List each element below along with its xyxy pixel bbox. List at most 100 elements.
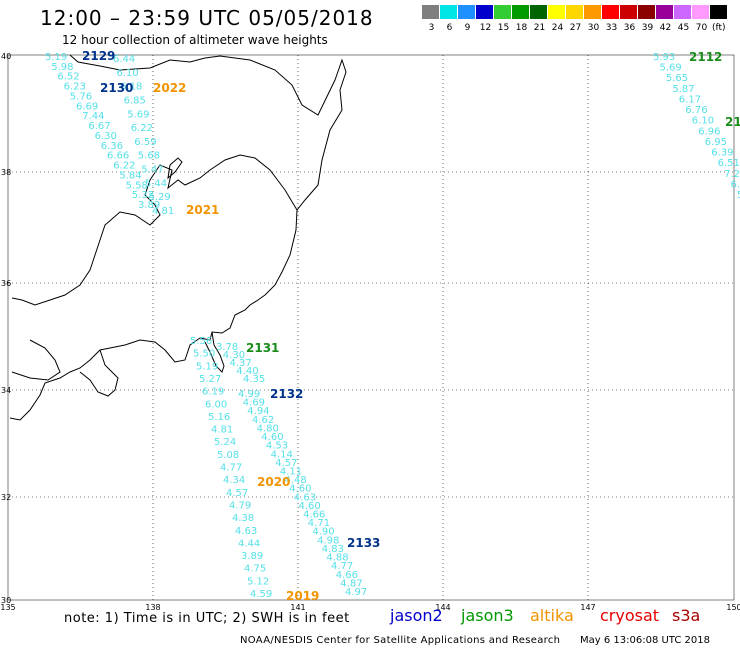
wave-height-value: 6.95 — [705, 137, 727, 148]
wave-height-value: 4.11 — [280, 467, 302, 478]
pass-number-label: 2131 — [246, 341, 279, 355]
legend-item-jason2: jason2 — [390, 606, 443, 625]
colorbar-label: 21 — [533, 23, 546, 33]
colorbar-swatch — [620, 5, 637, 19]
wave-height-value: 4.88 — [326, 553, 348, 564]
wave-height-value: 4.14 — [271, 449, 293, 460]
track-labels: 2129 2022 2130 2021 2112 21 2131 2132 2020 2133 20… — [82, 49, 740, 603]
wave-height-value: 5.56 — [190, 336, 212, 347]
wave-height-value: 6.30 — [95, 131, 117, 142]
pass-number-label: 2112 — [689, 50, 722, 64]
wave-height-value: 4.87 — [340, 578, 362, 589]
colorbar-label: 18 — [515, 23, 528, 33]
wave-height-value: 5.87 — [672, 84, 694, 95]
footnote: note: 1) Time is in UTC; 2) SWH is in fe… — [64, 611, 350, 626]
wave-height-value: 6.96 — [698, 126, 720, 137]
colorbar-swatch — [584, 5, 601, 19]
wave-height-value: 4.30 — [223, 350, 245, 361]
colorbar-label: 45 — [677, 23, 690, 33]
colorbar-swatch — [656, 5, 673, 19]
coastline-kanto — [9, 209, 298, 421]
wave-height-value: 5.44 — [145, 178, 167, 189]
colorbar-label: 24 — [551, 23, 564, 33]
colorbar-swatch — [494, 5, 511, 19]
wave-height-value: 6.66 — [107, 151, 129, 162]
wave-height-value: 5.93 — [653, 52, 675, 63]
wave-height-value: 4.63 — [235, 526, 257, 537]
wave-height-value: 4.60 — [261, 432, 283, 443]
wave-height-value: 7.44 — [82, 111, 104, 122]
wave-height-value: 4.37 — [230, 358, 252, 369]
wave-height-value: 4.66 — [336, 570, 358, 581]
page-subtitle: 12 hour collection of altimeter wave hei… — [62, 33, 328, 47]
coastline-sado — [167, 157, 183, 180]
colorbar-swatch — [638, 5, 655, 19]
colorbar-label: 27 — [569, 23, 582, 33]
wave-height-value: 6.19 — [202, 387, 224, 398]
coastline-north-honshu — [11, 54, 347, 306]
wave-height-value: 5.65 — [666, 73, 688, 84]
coastline-izu — [204, 331, 225, 373]
colorbar-label: 36 — [623, 23, 636, 33]
colorbar-label: 9 — [464, 23, 471, 33]
wave-height-value: 4.34 — [223, 475, 245, 486]
lon-tick-label: 144 — [435, 603, 450, 612]
wave-height-value: 6.69 — [76, 101, 98, 112]
colorbar-swatch — [440, 5, 457, 19]
wave-height-value: 4.77 — [220, 463, 242, 474]
wave-height-value: 5.47 — [141, 165, 163, 176]
wave-height-value: 4.98 — [317, 535, 339, 546]
wave-height-value: 6.10 — [692, 116, 714, 127]
colorbar-unit: (ft) — [712, 23, 726, 33]
wave-height-value: 6.23 — [64, 82, 86, 93]
colorbar-label: 30 — [587, 23, 600, 33]
lon-tick-label: 135 — [0, 603, 15, 612]
coastline-shikoku — [11, 339, 61, 381]
lat-tick-label: 36 — [1, 279, 11, 288]
wave-height-value: 4.83 — [322, 544, 344, 555]
colorbar-swatch — [602, 5, 619, 19]
wave-height-value: 4.57 — [275, 458, 297, 469]
credit-text: NOAA/NESDIS Center for Satellite Applica… — [240, 635, 561, 646]
wave-height-value: 4.90 — [312, 527, 334, 538]
wave-height-value: 5.98 — [51, 62, 73, 73]
wave-height-value: 5.76 — [70, 92, 92, 103]
colorbar-label: 42 — [659, 23, 672, 33]
wave-height-value: 4.60 — [289, 484, 311, 495]
lat-lon-grid — [8, 55, 734, 600]
wave-height-value: 4.53 — [266, 441, 288, 452]
wave-height-points: 5.195.986.526.235.766.697.446.676.306.36… — [45, 52, 740, 600]
wave-height-value: 4.44 — [238, 538, 260, 549]
wave-height-value: 6. — [731, 179, 740, 190]
colorbar-label: 39 — [641, 23, 654, 33]
lat-tick-label: 34 — [1, 386, 11, 395]
wave-height-value: 6.22 — [131, 123, 153, 134]
wave-height-value: 4.94 — [247, 406, 269, 417]
wave-height-value: 5.29 — [149, 192, 171, 203]
colorbar-swatch — [710, 5, 727, 19]
wave-height-value: 5.68 — [138, 151, 160, 162]
page-title: 12:00 – 23:59 UTC 05/05/2018 — [40, 6, 374, 30]
colorbar-label: 33 — [605, 23, 618, 33]
wave-height-value: 5.19 — [45, 52, 67, 63]
wave-height-value: 6.22 — [113, 161, 135, 172]
lon-tick-label: 141 — [290, 603, 305, 612]
wave-height-value: 5.69 — [660, 63, 682, 74]
wave-height-value: 5 — [737, 190, 740, 201]
timestamp: May 6 13:06:08 UTC 2018 — [580, 635, 710, 646]
wave-height-value: 4.62 — [252, 415, 274, 426]
colorbar-swatch — [458, 5, 475, 19]
wave-height-value: 5.24 — [214, 437, 236, 448]
wave-height-value: 4.35 — [243, 374, 265, 385]
map-frame — [7, 54, 735, 601]
wave-height-value: 5.27 — [199, 374, 221, 385]
colorbar-label: 3 — [428, 23, 435, 33]
legend-item-s3a: s3a — [672, 606, 701, 625]
wave-height-value: 3.89 — [138, 200, 160, 211]
wave-height-value: 5.19 — [196, 361, 218, 372]
wave-height-value: 4.99 — [238, 389, 260, 400]
wave-height-value: 4.97 — [345, 587, 367, 598]
wave-height-value: 5.84 — [119, 170, 141, 181]
pass-number-label: 2132 — [270, 387, 303, 401]
